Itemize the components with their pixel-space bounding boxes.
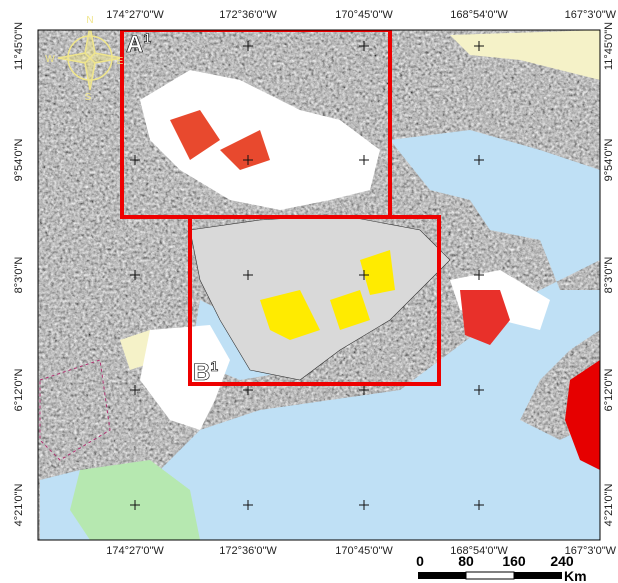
scale-tick-label: 240: [550, 553, 574, 569]
box-letter: B: [193, 359, 210, 386]
right-coord-label: 4°21'0"N: [603, 484, 615, 527]
left-coord-label: 11°45'0"N: [13, 22, 25, 70]
top-coord-label: 168°54'0"W: [450, 9, 508, 21]
map-figure: 174°27'0"W 172°36'0"W 170°45'0"W 168°54'0"W…: [0, 0, 618, 583]
scale-unit: Km: [564, 568, 587, 583]
left-coord-label: 9°54'0"N: [13, 139, 25, 182]
box-superscript: 1: [210, 358, 218, 374]
compass-letter: E: [117, 56, 124, 67]
left-coord-label: 6°12'0"N: [13, 369, 25, 412]
compass-letter: W: [45, 54, 55, 65]
map-body: [38, 26, 600, 540]
scale-tick-label: 0: [416, 553, 424, 569]
right-coord-label: 8°3'0"N: [603, 257, 615, 294]
box-letter: A: [126, 31, 143, 58]
bottom-coord-label: 170°45'0"W: [335, 545, 393, 557]
scale-tick-label: 160: [502, 553, 526, 569]
left-coord-label: 4°21'0"N: [13, 484, 25, 527]
box-superscript: 1: [143, 30, 151, 46]
right-coord-label: 9°54'0"N: [603, 139, 615, 182]
bottom-coord-label: 174°27'0"W: [106, 545, 164, 557]
left-coord-label: 8°3'0"N: [13, 257, 25, 294]
top-coord-label: 167°3'0"W: [565, 9, 617, 21]
right-coord-label: 6°12'0"N: [603, 369, 615, 412]
compass-letter: S: [85, 92, 92, 103]
compass-letter: N: [86, 15, 93, 26]
bottom-coord-label: 172°36'0"W: [219, 545, 277, 557]
top-coord-label: 172°36'0"W: [219, 9, 277, 21]
right-coord-label: 11°45'0"N: [603, 22, 615, 70]
scale-tick-label: 80: [458, 553, 474, 569]
top-coord-label: 170°45'0"W: [335, 9, 393, 21]
scale-bar: [418, 572, 562, 579]
top-coord-label: 174°27'0"W: [106, 9, 164, 21]
